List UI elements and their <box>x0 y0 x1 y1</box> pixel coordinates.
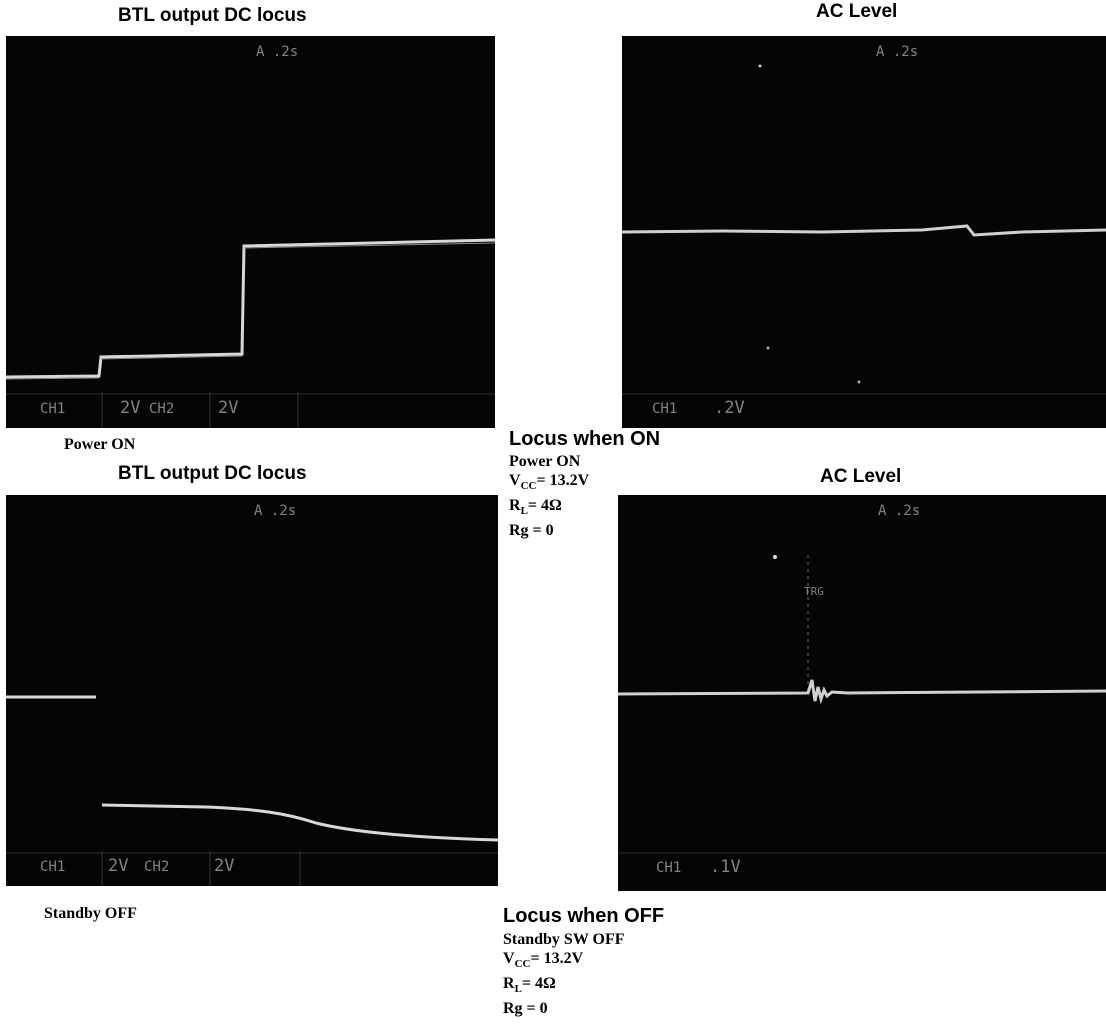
ch1-label: CH1 <box>40 401 66 417</box>
ch1-scale: .2V <box>714 398 745 418</box>
bottom-left-title: BTL output DC locus <box>118 463 307 484</box>
top-right-title: AC Level <box>816 1 898 22</box>
condition-rg: Rg = 0 <box>509 522 554 540</box>
ch1-label: CH1 <box>656 860 682 876</box>
condition-vcc: VCC= 13.2V <box>503 950 584 971</box>
bottom-left-oscilloscope: A .2s CH1 2V CH2 2V <box>6 495 498 886</box>
bottom-left-trace-plot <box>6 695 498 886</box>
top-caption: Power ON <box>64 436 136 453</box>
ch2-scale: 2V <box>218 398 239 418</box>
ac-trace <box>618 679 1106 705</box>
condition-mode: Power ON <box>509 453 581 470</box>
ch1-label: CH1 <box>40 859 66 875</box>
top-right-trace-plot <box>622 64 1106 395</box>
top-right-oscilloscope: A .2s CH1 .2V <box>622 36 1106 428</box>
ch1-dc-trace <box>6 238 495 379</box>
ch2-label: CH2 <box>149 401 175 417</box>
ch2-label: CH2 <box>144 859 170 875</box>
top-left-oscilloscope: A .2s CH1 2V CH2 2V <box>6 36 495 428</box>
ch1-scale: 2V <box>108 856 129 876</box>
ch1-scale: 2V <box>120 398 141 418</box>
timebase-readout: A .2s <box>254 503 297 519</box>
top-heading: Locus when ON <box>509 428 661 450</box>
ch2-scale: 2V <box>214 856 235 876</box>
top-left-trace-plot <box>6 238 495 428</box>
condition-rl: RL= 4Ω <box>509 497 562 518</box>
condition-rl: RL= 4Ω <box>503 975 556 996</box>
condition-vcc: VCC= 13.2V <box>509 472 590 493</box>
condition-mode: Standby SW OFF <box>503 931 625 948</box>
bottom-heading: Locus when OFF <box>503 905 665 927</box>
bottom-right-oscilloscope: A .2s TRG CH1 .1V <box>618 495 1106 891</box>
ch2-dc-trace <box>101 803 498 842</box>
timebase-readout: A .2s <box>256 44 299 60</box>
top-conditions: Power ON VCC= 13.2V RL= 4Ω Rg = 0 <box>509 452 589 540</box>
bottom-caption: Standby OFF <box>44 905 137 922</box>
trigger-marker: TRG <box>804 585 824 598</box>
timebase-readout: A .2s <box>876 44 919 60</box>
ac-trace <box>622 224 1106 237</box>
ch1-scale: .1V <box>710 857 741 877</box>
ch1-label: CH1 <box>652 401 678 417</box>
condition-rg: Rg = 0 <box>503 1000 548 1018</box>
timebase-readout: A .2s <box>878 503 921 519</box>
top-left-title: BTL output DC locus <box>118 5 307 26</box>
bottom-conditions: Standby SW OFF VCC= 13.2V RL= 4Ω Rg = 0 <box>503 930 625 1018</box>
bottom-right-trace-plot <box>618 555 1106 854</box>
bottom-right-title: AC Level <box>820 466 902 487</box>
